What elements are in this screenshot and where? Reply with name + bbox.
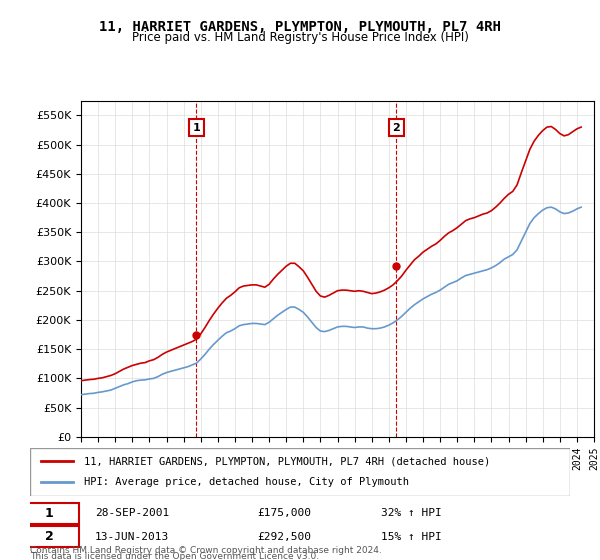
Text: Price paid vs. HM Land Registry's House Price Index (HPI): Price paid vs. HM Land Registry's House … <box>131 31 469 44</box>
Text: 1: 1 <box>193 123 200 133</box>
Text: HPI: Average price, detached house, City of Plymouth: HPI: Average price, detached house, City… <box>84 477 409 487</box>
Text: 28-SEP-2001: 28-SEP-2001 <box>95 508 169 518</box>
Text: 11, HARRIET GARDENS, PLYMPTON, PLYMOUTH, PL7 4RH: 11, HARRIET GARDENS, PLYMPTON, PLYMOUTH,… <box>99 20 501 34</box>
Text: 1: 1 <box>44 507 53 520</box>
FancyBboxPatch shape <box>30 448 570 496</box>
FancyBboxPatch shape <box>19 526 79 547</box>
Text: 15% ↑ HPI: 15% ↑ HPI <box>381 532 442 542</box>
Text: 2: 2 <box>392 123 400 133</box>
Text: 13-JUN-2013: 13-JUN-2013 <box>95 532 169 542</box>
Text: 2: 2 <box>44 530 53 543</box>
Text: 11, HARRIET GARDENS, PLYMPTON, PLYMOUTH, PL7 4RH (detached house): 11, HARRIET GARDENS, PLYMPTON, PLYMOUTH,… <box>84 456 490 466</box>
Text: Contains HM Land Registry data © Crown copyright and database right 2024.: Contains HM Land Registry data © Crown c… <box>30 545 382 555</box>
FancyBboxPatch shape <box>19 503 79 524</box>
Text: £292,500: £292,500 <box>257 532 311 542</box>
Text: This data is licensed under the Open Government Licence v3.0.: This data is licensed under the Open Gov… <box>30 552 319 560</box>
Text: £175,000: £175,000 <box>257 508 311 518</box>
Text: 32% ↑ HPI: 32% ↑ HPI <box>381 508 442 518</box>
